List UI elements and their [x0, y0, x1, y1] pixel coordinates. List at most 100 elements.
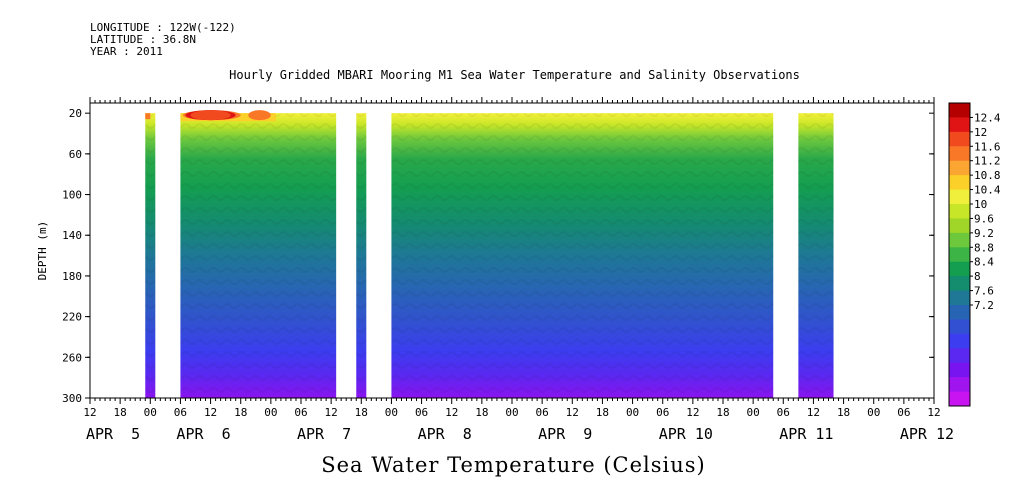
colorbar-label: 10 — [974, 198, 987, 211]
data-segment-texture — [180, 113, 337, 398]
y-tick-label: 20 — [69, 107, 82, 120]
colorbar-swatch — [949, 290, 970, 306]
colorbar-swatch — [949, 189, 970, 205]
colorbar-swatch — [949, 348, 970, 364]
colorbar-label: 8 — [974, 270, 981, 283]
latitude-label: LATITUDE : 36.8N — [90, 33, 196, 46]
colorbar-label: 11.2 — [974, 155, 1001, 168]
y-axis-label: DEPTH (m) — [36, 221, 49, 281]
x-tick-label: 06 — [536, 406, 549, 419]
colorbar-swatch — [949, 391, 970, 407]
x-tick-label: 18 — [114, 406, 127, 419]
data-segment-texture — [356, 113, 367, 398]
x-tick-label: 06 — [656, 406, 669, 419]
colorbar-label: 10.4 — [974, 184, 1001, 197]
colorbar-swatch — [949, 362, 970, 378]
colorbar-swatch — [949, 175, 970, 191]
colorbar-swatch — [949, 305, 970, 320]
x-tick-label: 06 — [294, 406, 307, 419]
colorbar-swatch — [949, 333, 970, 349]
colorbar-swatch — [949, 319, 970, 335]
x-tick-label: 18 — [234, 406, 247, 419]
y-tick-label: 140 — [62, 229, 82, 242]
location-info: LONGITUDE : 122W(-122) LATITUDE : 36.8N YE… — [90, 22, 236, 58]
colorbar-label: 7.6 — [974, 285, 994, 298]
colorbar-swatch — [949, 117, 970, 133]
x-tick-label: 18 — [596, 406, 609, 419]
longitude-label: LONGITUDE : 122W(-122) — [90, 21, 236, 34]
date-label: APR 9 — [538, 425, 592, 443]
x-tick-label: 12 — [83, 406, 96, 419]
x-tick-label: 06 — [777, 406, 790, 419]
date-label: APR 8 — [418, 425, 472, 443]
colorbar-swatch — [949, 232, 970, 248]
colorbar-label: 8.4 — [974, 256, 994, 269]
axes: 20 60 100 140 180 220 260 300 DEPTH (m) 12 18 00 06 1… — [36, 97, 954, 443]
x-tick-label: 12 — [686, 406, 699, 419]
chart-title: Hourly Gridded MBARI Mooring M1 Sea Wate… — [229, 68, 800, 82]
x-tick-label: 18 — [475, 406, 488, 419]
colorbar-swatch — [949, 160, 970, 176]
colorbar-swatch — [949, 261, 970, 277]
y-tick-label: 100 — [62, 189, 82, 202]
x-tick-label: 12 — [927, 406, 940, 419]
x-tick-label: 12 — [566, 406, 579, 419]
date-label: APR 6 — [176, 425, 230, 443]
x-tick-label: 18 — [837, 406, 850, 419]
colorbar-swatch — [949, 146, 970, 162]
data-segment-texture — [391, 113, 774, 398]
warm-patch — [190, 110, 231, 121]
data-segment-texture — [145, 113, 156, 398]
y-tick-label: 260 — [62, 351, 82, 364]
colorbar-swatch — [949, 218, 970, 234]
x-tick-label: 00 — [264, 406, 277, 419]
date-label: APR 5 — [86, 425, 140, 443]
data-segment-texture — [798, 113, 834, 398]
colorbar-frame — [948, 102, 971, 407]
year-label: YEAR : 2011 — [90, 45, 163, 58]
date-label: APR 7 — [297, 425, 351, 443]
x-tick-label: 00 — [505, 406, 518, 419]
date-label: APR 10 — [659, 425, 713, 443]
colorbar-swatch — [949, 276, 970, 292]
y-tick-label: 60 — [69, 148, 82, 161]
x-tick-label: 00 — [626, 406, 639, 419]
x-tick-label: 00 — [385, 406, 398, 419]
x-tick-label: 00 — [867, 406, 880, 419]
x-tick-label: 00 — [144, 406, 157, 419]
plot-area — [145, 110, 834, 398]
warm-patch-small — [145, 113, 151, 120]
x-tick-label: 06 — [897, 406, 910, 419]
y-tick-label: 300 — [62, 392, 82, 405]
date-label: APR 12 — [900, 425, 954, 443]
colorbar-label: 11.6 — [974, 140, 1001, 153]
x-tick-label: 12 — [445, 406, 458, 419]
colorbar-swatch — [949, 377, 970, 393]
colorbar-label: 9.6 — [974, 212, 994, 225]
date-label: APR 11 — [779, 425, 833, 443]
x-tick-label: 06 — [415, 406, 428, 419]
y-tick-label: 220 — [62, 311, 82, 324]
colorbar-swatch — [949, 247, 970, 263]
colorbar-swatch — [949, 204, 970, 219]
x-tick-label: 12 — [325, 406, 338, 419]
colorbar-label: 8.8 — [974, 241, 994, 254]
colorbar-label: 9.2 — [974, 227, 994, 240]
y-tick-label: 180 — [62, 270, 82, 283]
colorbar-label: 12 — [974, 126, 987, 139]
colorbar-label: 12.4 — [974, 111, 1001, 124]
colorbar-label: 7.2 — [974, 299, 994, 312]
warm-patch — [248, 110, 271, 121]
x-tick-label: 06 — [174, 406, 187, 419]
colorbar-swatch — [949, 131, 970, 147]
x-tick-label: 00 — [747, 406, 760, 419]
x-tick-label: 18 — [355, 406, 368, 419]
x-tick-label: 18 — [716, 406, 729, 419]
colorbar-label: 10.8 — [974, 169, 1001, 182]
x-tick-label: 12 — [807, 406, 820, 419]
colorbar-swatch — [949, 103, 970, 118]
variable-title: Sea Water Temperature (Celsius) — [321, 453, 706, 477]
x-tick-label: 12 — [204, 406, 217, 419]
